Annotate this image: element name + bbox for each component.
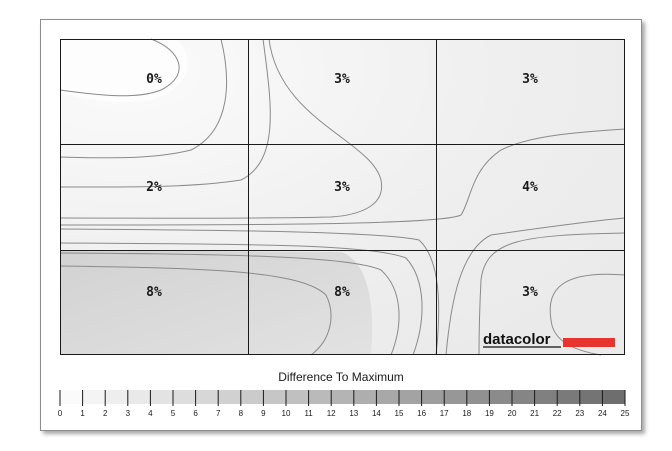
- scale-swatch: [353, 390, 377, 404]
- scale-swatch: [512, 390, 535, 404]
- cell-label-r1c3: 3%: [522, 72, 538, 87]
- scale-tick-label: 2: [103, 409, 108, 418]
- cell-label-r1c2: 3%: [334, 72, 350, 87]
- scale-tick-label: 22: [553, 409, 562, 418]
- cell-label-r2c3: 4%: [522, 180, 538, 195]
- scale-tick-label: 7: [216, 409, 221, 418]
- datacolor-logo: datacolor: [483, 331, 615, 348]
- contour-line: [59, 252, 400, 356]
- cell-label-r3c3: 3%: [522, 285, 538, 300]
- scale-tick-label: 17: [440, 409, 449, 418]
- grid-border: [60, 39, 625, 355]
- contour-line: [59, 38, 271, 188]
- scale-tick-label: 14: [372, 409, 381, 418]
- scale-swatch: [150, 390, 173, 404]
- scale-tick-label: 21: [530, 409, 539, 418]
- contour-line: [59, 265, 332, 356]
- zone-grid: [60, 39, 625, 355]
- scale-swatch: [105, 390, 128, 404]
- scale-tick-label: 10: [282, 409, 291, 418]
- contour-line: [59, 228, 440, 356]
- scale-tick-label: 20: [508, 409, 517, 418]
- scale-swatch: [534, 390, 558, 404]
- scale-swatch: [579, 390, 603, 404]
- cell-label-r3c2: 8%: [334, 285, 350, 300]
- contour-line: [59, 38, 180, 97]
- scale-swatch: [557, 390, 580, 404]
- scale-swatch: [444, 390, 467, 404]
- scale-tick-label: 13: [349, 409, 358, 418]
- contour-line: [549, 273, 626, 356]
- scale-tick-label: 9: [261, 409, 266, 418]
- scale-swatch: [421, 390, 445, 404]
- scale-swatch: [82, 390, 106, 404]
- scale-swatch: [399, 390, 422, 404]
- brand-accent-bar: [563, 338, 615, 347]
- scale-tick-label: 12: [327, 409, 336, 418]
- contour-line: [59, 242, 423, 356]
- contour-line: [478, 232, 626, 356]
- cell-label-r2c1: 2%: [146, 180, 162, 195]
- scale-tick-label: 6: [193, 409, 198, 418]
- scale-tick-label: 4: [148, 409, 153, 418]
- scale-tick-label: 18: [462, 409, 471, 418]
- cell-label-r2c2: 3%: [334, 180, 350, 195]
- cell-label-r1c1: 0%: [146, 72, 162, 87]
- scale-tick-label: 16: [417, 409, 426, 418]
- scale-tick-label: 5: [171, 409, 176, 418]
- scale-swatch: [466, 390, 490, 404]
- scale-swatch: [331, 390, 354, 404]
- scale-tick-label: 24: [598, 409, 607, 418]
- contour-lines: [59, 38, 626, 356]
- scale-swatch: [308, 390, 332, 404]
- low-difference-region: [60, 39, 188, 103]
- scale-swatch: [195, 390, 219, 404]
- difference-scale: 0 1 2 3 4 5 6 7 8 9 10 11 12 13 14 15 16 17 18 19 20 21 22 23 24…: [58, 390, 630, 418]
- scale-swatch: [602, 390, 625, 404]
- scale-tick-label: 11: [304, 409, 313, 418]
- contour-line: [445, 217, 626, 356]
- scale-tick-label: 15: [395, 409, 404, 418]
- scale-swatch: [60, 390, 83, 404]
- uniformity-report-card: 0% 3% 3% 2% 3% 4% 8% 8% 3% datacolor Dif…: [40, 19, 642, 431]
- scale-swatch: [218, 390, 241, 404]
- uniformity-heatmap: 0% 3% 3% 2% 3% 4% 8% 8% 3% datacolor: [59, 38, 626, 356]
- legend-title: Difference To Maximum: [278, 370, 404, 384]
- scale-tick-label: 25: [621, 409, 630, 418]
- scale-swatch: [489, 390, 512, 404]
- scale-tick-label: 3: [126, 409, 131, 418]
- contour-line: [59, 38, 383, 219]
- scale-tick-label: 19: [485, 409, 494, 418]
- cell-label-r3c1: 8%: [146, 285, 162, 300]
- cell-labels: 0% 3% 3% 2% 3% 4% 8% 8% 3%: [146, 72, 538, 300]
- scale-swatch: [286, 390, 309, 404]
- scale-swatch: [263, 390, 286, 404]
- scale-swatch: [173, 390, 196, 404]
- contour-line: [59, 38, 228, 159]
- scale-tick-label: 8: [239, 409, 244, 418]
- scale-tick-label: 1: [80, 409, 85, 418]
- high-difference-region: [60, 250, 373, 355]
- scale-tick-label: 0: [58, 409, 63, 418]
- scale-swatch: [376, 390, 399, 404]
- contour-line: [59, 128, 626, 226]
- scale-swatch: [240, 390, 264, 404]
- scale-tick-label: 23: [575, 409, 584, 418]
- brand-wordmark: datacolor: [483, 331, 551, 348]
- scale-swatch: [127, 390, 151, 404]
